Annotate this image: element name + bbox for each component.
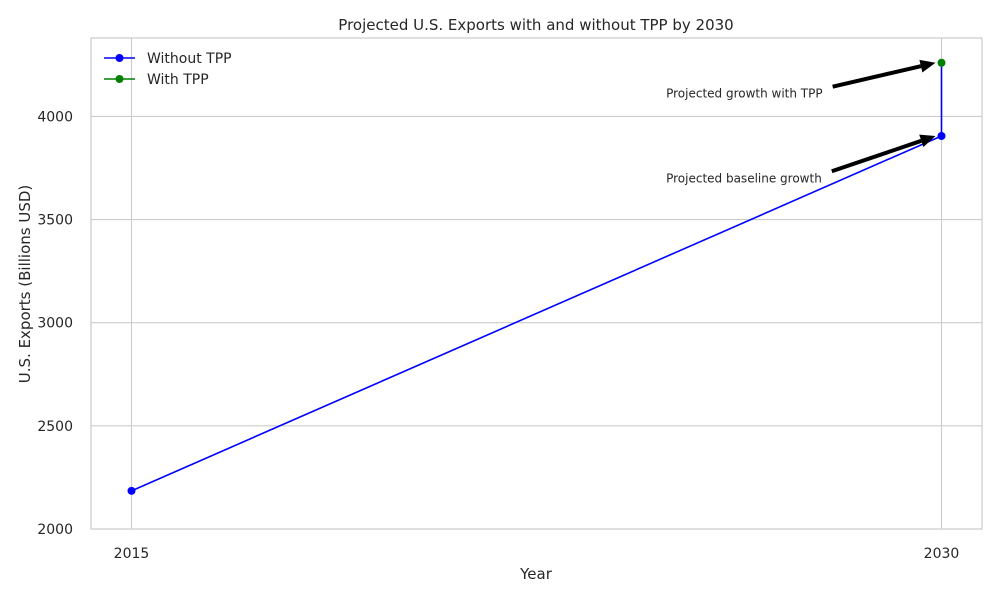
y-tick-label: 3000 [37,316,73,332]
annotation-arrow-head [919,59,936,73]
annotations: Projected growth with TPP Projected basel… [666,59,936,185]
x-axis-label: Year [519,565,553,583]
annotation-text: Projected growth with TPP [666,87,823,101]
grid [91,38,982,529]
chart-title: Projected U.S. Exports with and without … [338,16,733,34]
data-point-with-tpp [937,58,946,67]
legend-item-without-tpp: Without TPP [104,51,232,67]
y-tick-label: 2500 [37,419,73,435]
data-point-without-tpp [937,131,946,140]
lines [131,62,943,492]
x-tick-label: 2015 [114,546,150,562]
y-axis-label: U.S. Exports (Billions USD) [16,185,34,383]
legend-label-without-tpp: Without TPP [147,51,232,67]
annotation-text: Projected baseline growth [666,171,822,185]
series-line-without-tpp [131,135,942,492]
legend-item-with-tpp: With TPP [104,72,209,88]
y-tick-label: 3500 [37,213,73,229]
y-tick-label: 4000 [37,109,73,125]
annotation-arrow-head [919,134,936,147]
legend-label-with-tpp: With TPP [147,72,209,88]
annotation-arrow-shaft [831,138,922,174]
points [127,58,946,495]
legend-marker-without-tpp [115,54,124,62]
plot-frame [90,37,983,530]
legend-marker-with-tpp [115,75,124,83]
x-tick-label: 2030 [924,546,960,562]
y-tick-label: 2000 [37,522,73,538]
legend: Without TPP With TPP [104,51,232,88]
data-point-without-tpp [127,486,136,495]
ticks: 2000 2500 3000 3500 4000 2015 2030 [37,109,959,562]
annotation-arrow-shaft [832,64,922,89]
plot-area: 2000 2500 3000 3500 4000 2015 2030 Projected g… [37,37,983,562]
